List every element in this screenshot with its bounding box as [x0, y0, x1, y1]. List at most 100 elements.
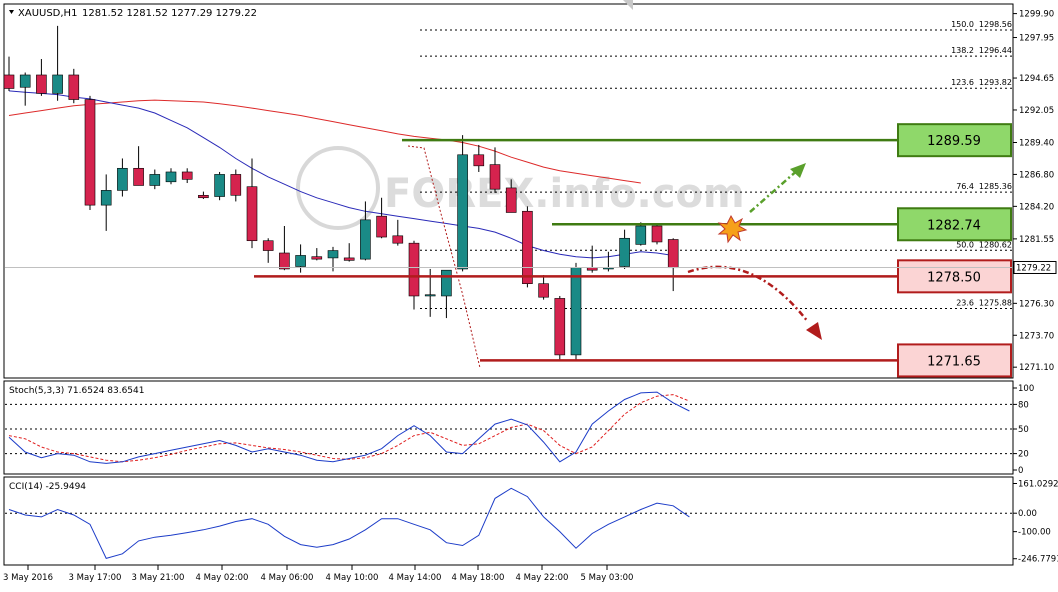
- level-label: 1278.50: [927, 270, 981, 285]
- cci-tick-label: 161.0292: [1018, 479, 1058, 489]
- explosion-icon: [717, 214, 748, 244]
- candle-body[interactable]: [117, 167, 128, 191]
- fib-value: 1285.36: [979, 182, 1012, 191]
- candle-body[interactable]: [36, 74, 47, 94]
- level-box[interactable]: [897, 207, 1012, 242]
- fib-label: 123.6: [951, 78, 974, 87]
- fib-label: 23.6: [956, 298, 974, 307]
- cci-panel[interactable]: [3, 476, 1014, 566]
- current-price-box: [1013, 260, 1057, 274]
- ma-blue-line: [8, 90, 674, 259]
- bullish-arrow-line: [749, 167, 801, 213]
- stoch-tick-label: 100: [1018, 384, 1034, 394]
- x-tick-label: 3 May 17:00: [69, 573, 122, 583]
- candle-body[interactable]: [360, 219, 371, 260]
- cci-tick-label: -246.7791: [1018, 555, 1058, 565]
- candle-body[interactable]: [619, 237, 630, 267]
- candle-body[interactable]: [635, 225, 647, 245]
- candle-body[interactable]: [570, 267, 582, 356]
- candle-body[interactable]: [441, 269, 452, 297]
- stoch-tick-label: 50: [1018, 425, 1029, 435]
- candle-body[interactable]: [408, 242, 420, 297]
- level-label: 1289.59: [927, 134, 981, 149]
- candle-body[interactable]: [522, 210, 533, 284]
- x-tick-label: 5 May 03:00: [581, 573, 634, 583]
- candle-body[interactable]: [505, 187, 517, 213]
- candle-body[interactable]: [457, 154, 468, 270]
- candle-body[interactable]: [327, 250, 339, 259]
- triangle-down-icon[interactable]: [9, 10, 14, 14]
- y-tick-label: 1271.10: [1019, 363, 1054, 373]
- level-box[interactable]: [897, 343, 1012, 378]
- price-panel[interactable]: [3, 3, 1014, 379]
- candle-body[interactable]: [165, 171, 177, 183]
- y-tick-label: 1299.90: [1019, 10, 1054, 20]
- fib-value: 1275.88: [979, 298, 1012, 307]
- fib-label: 76.4: [956, 182, 974, 191]
- watermark-text: FOREX.info.com: [384, 171, 745, 217]
- y-tick-label: 1294.65: [1019, 74, 1054, 84]
- ma-red-line: [8, 99, 641, 184]
- fib-value: 1280.62: [979, 240, 1012, 249]
- cci-tick-label: 0.00: [1018, 509, 1037, 519]
- x-tick-label: 3 May 2016: [3, 573, 53, 583]
- bearish-arrow-line: [687, 265, 809, 323]
- candle-body[interactable]: [262, 240, 274, 251]
- candle-body[interactable]: [586, 267, 598, 271]
- y-tick-label: 1276.30: [1019, 299, 1054, 309]
- y-tick-label: 1284.20: [1019, 202, 1054, 212]
- level-label: 1282.74: [927, 218, 981, 233]
- candle-body[interactable]: [538, 283, 549, 298]
- candle-body[interactable]: [84, 99, 96, 206]
- candle-body[interactable]: [376, 215, 387, 238]
- swing-connector: [407, 145, 481, 369]
- fib-label: 150.0: [951, 20, 974, 29]
- candle-body[interactable]: [424, 294, 436, 297]
- level-label: 1271.65: [927, 354, 981, 369]
- candle-body[interactable]: [214, 174, 225, 197]
- candle-body[interactable]: [52, 74, 63, 94]
- cci-line: [8, 487, 690, 559]
- y-tick-label: 1273.70: [1019, 331, 1054, 341]
- candle-body[interactable]: [489, 164, 501, 190]
- fib-value: 1293.82: [979, 78, 1012, 87]
- ohlc-readout: 1281.52 1281.52 1277.29 1279.22: [82, 8, 257, 19]
- x-tick-label: 3 May 21:00: [132, 573, 185, 583]
- candle-body[interactable]: [19, 74, 31, 88]
- x-tick-label: 4 May 02:00: [196, 573, 249, 583]
- candle-body[interactable]: [473, 154, 485, 167]
- candle-body[interactable]: [181, 171, 193, 180]
- candle-body[interactable]: [343, 257, 355, 261]
- candle-body[interactable]: [198, 194, 209, 199]
- candle-body[interactable]: [279, 252, 290, 270]
- candle-body[interactable]: [230, 174, 242, 196]
- candle-body[interactable]: [3, 74, 15, 89]
- candle-body[interactable]: [651, 225, 663, 243]
- level-box[interactable]: [897, 123, 1012, 158]
- fib-label: 50.0: [956, 240, 974, 249]
- fib-value: 1298.56: [979, 20, 1012, 29]
- fib-value: 1296.44: [979, 46, 1012, 55]
- x-tick-label: 4 May 22:00: [516, 573, 569, 583]
- stoch-title: Stoch(5,3,3) 71.6524 83.6541: [9, 386, 144, 396]
- watermark: FOREX.info.com: [296, 146, 745, 230]
- arrow-down-icon: [806, 322, 822, 340]
- stoch-panel[interactable]: [3, 380, 1014, 475]
- candle-body[interactable]: [667, 239, 679, 269]
- stoch-tick-label: 20: [1018, 450, 1029, 460]
- candle-body[interactable]: [295, 255, 306, 267]
- candle-body[interactable]: [392, 235, 404, 244]
- candle-body[interactable]: [133, 167, 144, 186]
- x-tick-label: 4 May 14:00: [389, 573, 442, 583]
- level-box[interactable]: [897, 259, 1012, 294]
- candle-body[interactable]: [149, 174, 161, 186]
- stoch-tick-label: 80: [1018, 400, 1029, 410]
- candle-body[interactable]: [311, 256, 323, 260]
- candle-body[interactable]: [554, 298, 566, 356]
- arrow-up-icon: [790, 163, 806, 178]
- candle-body[interactable]: [246, 186, 258, 242]
- candle-body[interactable]: [100, 190, 112, 206]
- candle-body[interactable]: [68, 74, 80, 100]
- fib-label: 138.2: [951, 46, 974, 55]
